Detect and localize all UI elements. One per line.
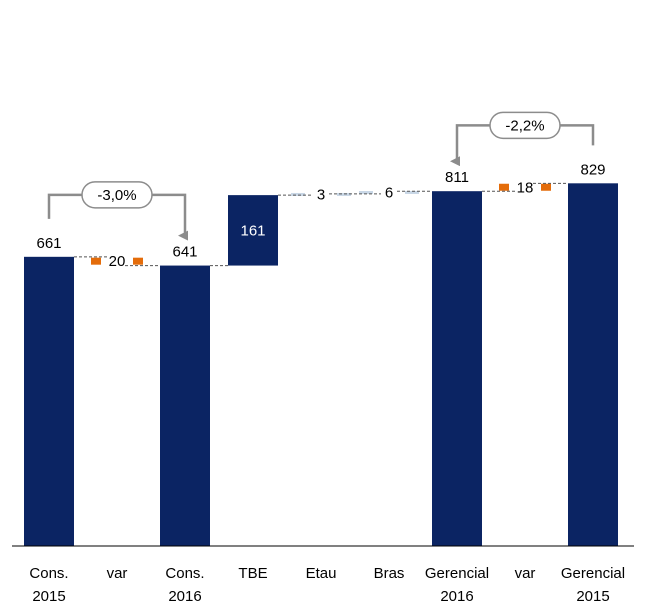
total-bar-8	[568, 183, 618, 546]
small-step-mark-4-left	[291, 192, 305, 196]
growth-label-0: -3,0%	[97, 187, 136, 204]
increase-bar-3	[228, 195, 278, 266]
small-step-mark-5-right	[405, 191, 419, 194]
category-label-1: var	[107, 565, 128, 582]
category-label-0-line2: 2015	[32, 588, 65, 605]
category-label-6-line1: Gerencial	[425, 565, 489, 582]
data-label-4: 3	[317, 186, 325, 203]
category-label-5: Bras	[374, 565, 405, 582]
growth-pill-0	[81, 181, 153, 209]
variation-mark-1-right	[133, 257, 143, 265]
data-label-2: 641	[172, 244, 197, 261]
data-label-7: 18	[517, 179, 534, 196]
category-label-8-line2: 2015	[576, 588, 609, 605]
category-label-2-line2: 2016	[168, 588, 201, 605]
variation-mark-1-left	[91, 257, 101, 265]
category-label-4: Etau	[306, 565, 337, 582]
category-label-0-line1: Cons.	[29, 565, 68, 582]
growth-label-1: -2,2%	[505, 117, 544, 134]
data-label-8: 829	[580, 161, 605, 178]
data-label-1: 20	[109, 253, 126, 270]
data-label-6: 811	[445, 169, 469, 186]
small-step-mark-4-right	[337, 192, 351, 196]
data-label-0: 661	[36, 235, 61, 252]
data-label-5: 6	[385, 185, 393, 202]
variation-mark-7-right	[541, 183, 551, 191]
category-label-7: var	[515, 565, 536, 582]
total-bar-2	[160, 265, 210, 546]
variation-mark-7-left	[499, 183, 509, 191]
growth-pill-1	[489, 111, 561, 140]
data-label-3: 161	[240, 222, 265, 239]
small-step-mark-5-left	[359, 191, 373, 194]
category-label-3: TBE	[238, 565, 267, 582]
total-bar-6	[432, 191, 482, 546]
category-label-2-line1: Cons.	[165, 565, 204, 582]
total-bar-0	[24, 256, 74, 546]
category-label-8-line1: Gerencial	[561, 565, 625, 582]
category-label-6-line2: 2016	[440, 588, 473, 605]
